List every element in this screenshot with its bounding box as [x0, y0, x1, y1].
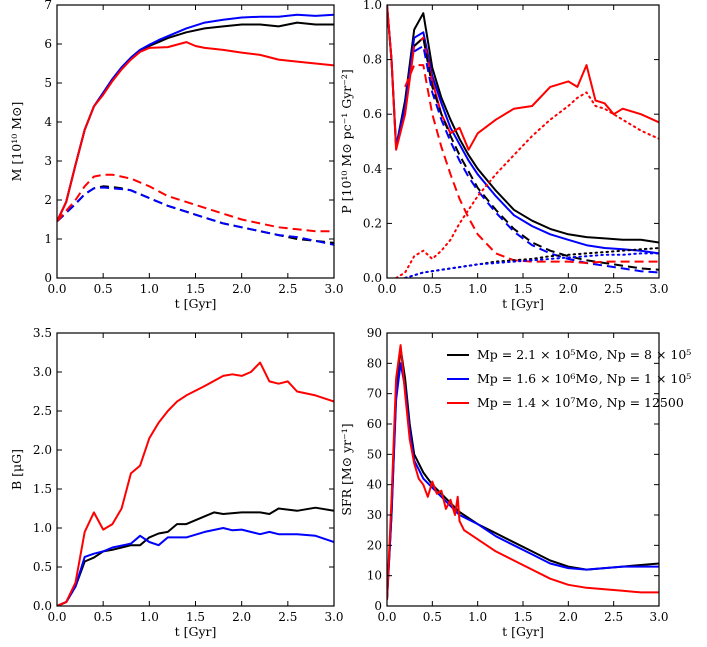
bfield-panel: 0.0 0.5 1.0 1.5 2.0 2.5 3.0 0.0 0.5 1.0 1.5 2.0 2.5 3… — [9, 326, 344, 639]
pressure-xtick-label: 2.0 — [559, 282, 578, 296]
pressure-series-black-dotted — [404, 247, 659, 278]
sfr-xtick-label: 0.5 — [423, 610, 442, 624]
pressure-series-blue-dotted — [404, 252, 659, 278]
pressure-xtick-label: 3.0 — [649, 282, 668, 296]
pressure-series-group — [387, 5, 659, 278]
mass-xtick-label: 0.0 — [47, 282, 66, 296]
pressure-panel: 0.0 0.5 1.0 1.5 2.0 2.5 3.0 0.0 0.2 0.4 0.6 0.8 1.0 t… — [339, 0, 669, 311]
mass-ytick-label: 5 — [44, 76, 52, 90]
mass-ytick-label: 0 — [44, 271, 52, 285]
mass-xtick-label: 3.0 — [324, 282, 343, 296]
mass-ytick-label: 1 — [44, 232, 52, 246]
bfield-series-group — [57, 361, 334, 606]
sfr-ytick-label: 0 — [374, 599, 382, 613]
sfr-ytick-label: 30 — [367, 508, 382, 522]
mass-xlabel: t [Gyr] — [175, 296, 217, 311]
sfr-ytick-label: 40 — [367, 478, 382, 492]
mass-xtick-label: 2.0 — [232, 282, 251, 296]
bfield-xtick-label: 0.0 — [47, 610, 66, 624]
mass-xtick-label: 0.5 — [94, 282, 113, 296]
bfield-xlabel: t [Gyr] — [175, 624, 217, 639]
pressure-ytick-label: 0.4 — [363, 162, 382, 176]
sfr-series-red — [387, 344, 659, 600]
mass-xtick-label: 1.5 — [186, 282, 205, 296]
bfield-axes-frame — [56, 332, 335, 607]
bfield-xtick-label: 3.0 — [324, 610, 343, 624]
mass-series-red-dashed — [57, 173, 334, 233]
bfield-ytick-label: 1.5 — [33, 482, 52, 496]
pressure-series-blue-solid — [387, 5, 659, 255]
pressure-series-red-dashed — [404, 64, 659, 264]
sfr-ytick-label: 50 — [367, 447, 382, 461]
pressure-xlabel: t [Gyr] — [502, 296, 544, 311]
mass-panel: 0.0 0.5 1.0 1.5 2.0 2.5 3.0 0 1 2 3 4 5 6 7 t [Gyr] M [1… — [9, 0, 344, 311]
sfr-series-group — [387, 344, 659, 600]
sfr-xlabel: t [Gyr] — [502, 624, 544, 639]
bfield-ytick-label: 3.5 — [33, 326, 52, 340]
sfr-ylabel: SFR [M⊙ yr⁻¹] — [339, 423, 354, 515]
bfield-xtick-label: 2.0 — [232, 610, 251, 624]
pressure-ylabel: P [10¹⁰ M⊙ pc⁻¹ Gyr⁻²] — [339, 69, 354, 214]
mass-ytick-label: 4 — [44, 115, 52, 129]
mass-xtick-label: 1.0 — [140, 282, 159, 296]
sfr-xtick-label: 0.0 — [377, 610, 396, 624]
sfr-legend-label: Mp = 2.1 × 10⁵M⊙, Np = 8 × 10⁵ — [477, 347, 691, 362]
pressure-series-blue-dashed — [413, 45, 659, 274]
bfield-series-red-solid — [57, 361, 334, 606]
pressure-ytick-label: 0.8 — [363, 53, 382, 67]
mass-xtick-label: 2.5 — [278, 282, 297, 296]
sfr-ytick-label: 90 — [367, 326, 382, 340]
pressure-series-black-dashed — [413, 36, 659, 271]
bfield-series-blue-solid — [57, 527, 334, 606]
mass-series-blue-dashed — [57, 186, 334, 246]
sfr-legend-label: Mp = 1.4 × 10⁷M⊙, Np = 12500 — [477, 395, 684, 410]
bfield-ytick-label: 3.0 — [33, 365, 52, 379]
sfr-ytick-label: 10 — [367, 569, 382, 583]
pressure-xtick-label: 1.5 — [513, 282, 532, 296]
mass-ytick-label: 6 — [44, 37, 52, 51]
bfield-xtick-label: 1.0 — [140, 610, 159, 624]
sfr-xtick-label: 1.0 — [468, 610, 487, 624]
pressure-series-red-dotted — [395, 91, 659, 278]
mass-ytick-label: 2 — [44, 193, 52, 207]
bfield-ytick-label: 1.0 — [33, 521, 52, 535]
pressure-xtick-label: 0.5 — [423, 282, 442, 296]
pressure-ytick-label: 0.2 — [363, 216, 382, 230]
bfield-ylabel: B [μG] — [9, 449, 24, 490]
pressure-xtick-label: 1.0 — [468, 282, 487, 296]
bfield-xtick-label: 2.5 — [278, 610, 297, 624]
bfield-xtick-label: 0.5 — [94, 610, 113, 624]
pressure-ytick-label: 0.6 — [363, 107, 382, 121]
sfr-xtick-label: 2.5 — [604, 610, 623, 624]
sfr-legend-label: Mp = 1.6 × 10⁶M⊙, Np = 1 × 10⁵ — [477, 371, 691, 386]
bfield-ytick-label: 0.5 — [33, 560, 52, 574]
mass-ytick-label: 3 — [44, 154, 52, 168]
bfield-ytick-label: 2.5 — [33, 404, 52, 418]
pressure-xtick-label: 0.0 — [377, 282, 396, 296]
pressure-xtick-label: 2.5 — [604, 282, 623, 296]
sfr-ytick-label: 70 — [367, 387, 382, 401]
mass-ytick-label: 7 — [44, 0, 52, 12]
sfr-ytick-label: 60 — [367, 417, 382, 431]
mass-series-red-solid — [57, 41, 334, 222]
pressure-series-red-solid — [387, 5, 659, 151]
mass-ylabel: M [10¹⁰ M⊙] — [9, 102, 24, 182]
sfr-xtick-label: 2.0 — [559, 610, 578, 624]
sfr-xtick-label: 1.5 — [513, 610, 532, 624]
pressure-series-black-solid — [387, 5, 659, 244]
sfr-ytick-label: 80 — [367, 356, 382, 370]
pressure-ytick-label: 1.0 — [363, 0, 382, 12]
bfield-series-black-solid — [57, 506, 334, 606]
mass-series-group — [57, 13, 334, 246]
sfr-panel: 0.0 0.5 1.0 1.5 2.0 2.5 3.0 0 10 20 30 40 50 60 70 80 90… — [339, 326, 691, 639]
bfield-ytick-label: 2.0 — [33, 443, 52, 457]
sfr-ytick-label: 20 — [367, 538, 382, 552]
bfield-ytick-label: 0.0 — [33, 599, 52, 613]
pressure-ytick-label: 0.0 — [363, 271, 382, 285]
bfield-xtick-label: 1.5 — [186, 610, 205, 624]
sfr-xtick-label: 3.0 — [649, 610, 668, 624]
mass-series-black-solid — [57, 21, 334, 222]
